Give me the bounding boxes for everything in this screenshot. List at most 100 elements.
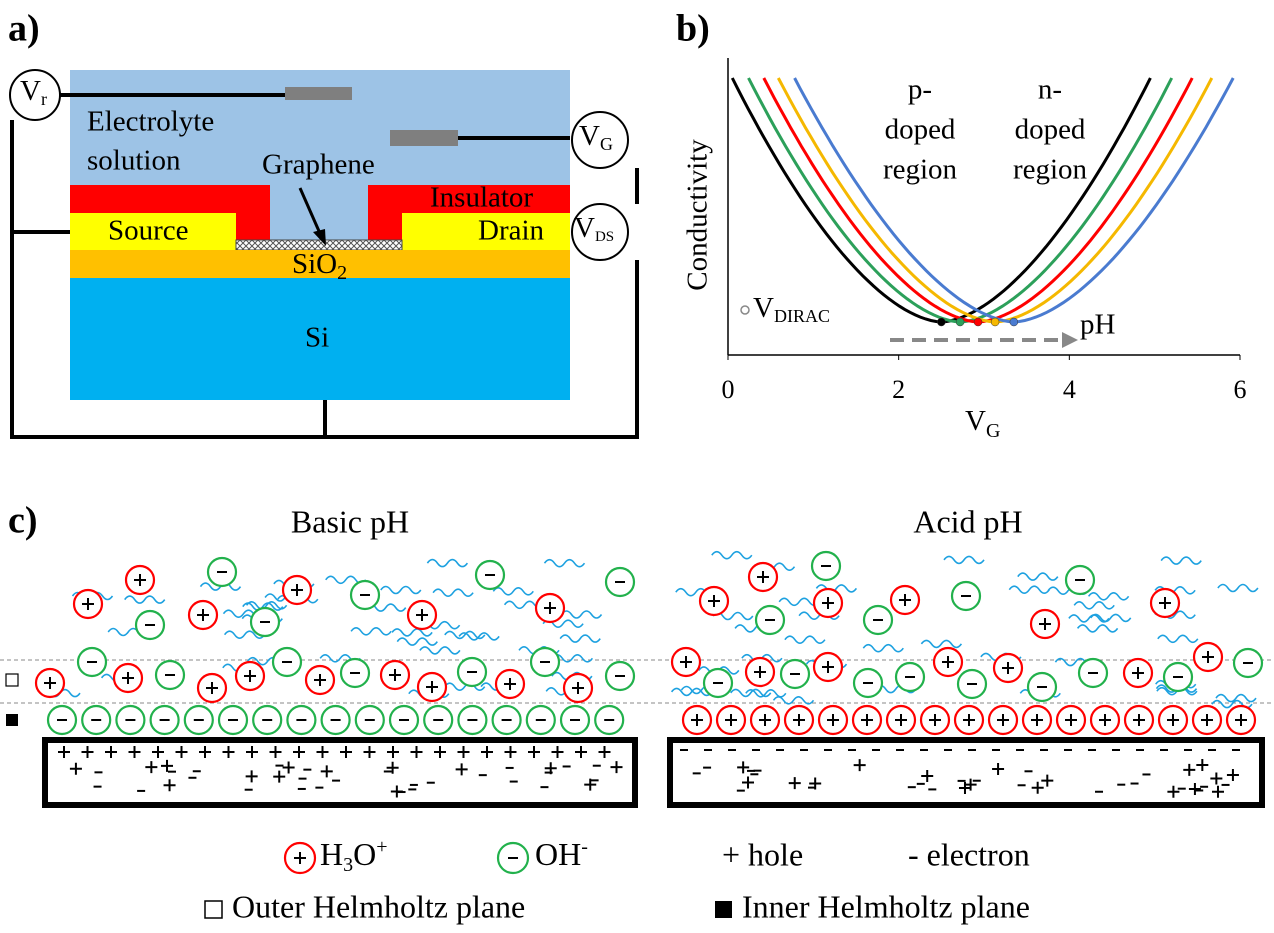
water bbox=[921, 640, 961, 647]
water bbox=[392, 629, 432, 636]
water bbox=[1078, 625, 1118, 632]
label-sub: DIRAC bbox=[774, 306, 830, 326]
label-sup: + bbox=[376, 836, 387, 858]
label: Drain bbox=[478, 215, 545, 247]
dirac-point bbox=[937, 318, 945, 326]
label-sup: - bbox=[581, 836, 588, 858]
annotation: n- bbox=[1038, 74, 1062, 106]
water bbox=[351, 628, 391, 635]
electrode bbox=[285, 87, 352, 100]
water bbox=[944, 556, 984, 563]
curve bbox=[778, 78, 1212, 322]
legend-symbol bbox=[715, 901, 732, 918]
water bbox=[125, 596, 165, 603]
label-sub: G bbox=[600, 134, 613, 154]
outer-plane-symbol bbox=[6, 674, 18, 686]
x-tick-label: 2 bbox=[892, 375, 905, 404]
legend-label: Outer Helmholtz plane bbox=[232, 888, 525, 924]
electrode bbox=[390, 130, 458, 146]
double-layer: Basic pH Acid pH bbox=[0, 503, 1274, 805]
x-tick-label: 0 bbox=[722, 375, 735, 404]
label: Graphene bbox=[262, 149, 375, 181]
water bbox=[1089, 593, 1129, 600]
annotation: region bbox=[883, 154, 958, 186]
legend-label: - electron bbox=[908, 836, 1030, 872]
x-tick-label: 6 bbox=[1234, 375, 1247, 404]
label: Source bbox=[108, 215, 189, 247]
water bbox=[493, 588, 533, 595]
label-part: V bbox=[20, 75, 41, 107]
legend-label: + hole bbox=[722, 836, 803, 872]
inner-plane-symbol bbox=[6, 714, 18, 726]
water bbox=[863, 645, 903, 652]
water bbox=[397, 638, 437, 645]
label-part: V bbox=[579, 120, 600, 152]
curve bbox=[749, 78, 1172, 322]
figure: a) b) c) Electrolyte solution Graphene I… bbox=[0, 0, 1274, 933]
legend-symbol bbox=[205, 901, 222, 918]
insulator bbox=[236, 213, 270, 240]
legend-label: OH- bbox=[535, 836, 588, 873]
annotation: p- bbox=[908, 74, 932, 106]
label-part: O bbox=[353, 836, 376, 872]
dirac-point bbox=[974, 318, 982, 326]
dirac-point bbox=[1010, 318, 1018, 326]
water bbox=[560, 635, 600, 642]
water bbox=[1018, 573, 1058, 580]
annotation: doped bbox=[885, 114, 956, 146]
label: Insulator bbox=[430, 182, 533, 214]
label-sub: 3 bbox=[343, 854, 353, 876]
water bbox=[1009, 586, 1049, 593]
water bbox=[381, 587, 421, 594]
dirac-point bbox=[956, 318, 964, 326]
label: Electrolyte bbox=[87, 106, 214, 138]
page: {"panel_labels": ["a)", "b)", "c)"], "de… bbox=[0, 0, 1274, 933]
annotation: VDIRAC bbox=[753, 292, 830, 326]
annotation: pH bbox=[1080, 309, 1116, 341]
water bbox=[1074, 602, 1114, 609]
label-part: SiO bbox=[292, 248, 337, 280]
legend: H3O+ OH- + hole - electron Outer Helmhol… bbox=[205, 836, 1030, 925]
label-sub: DS bbox=[595, 229, 614, 245]
panel-label: b) bbox=[676, 8, 710, 50]
panel-title: Basic pH bbox=[291, 503, 409, 539]
water bbox=[1158, 635, 1198, 642]
label-sub: G bbox=[986, 420, 1000, 442]
water bbox=[545, 560, 585, 567]
dirac-point bbox=[991, 318, 999, 326]
label-part: V bbox=[965, 405, 986, 437]
legend-label: H3O+ bbox=[320, 836, 388, 876]
label-part: V bbox=[574, 212, 595, 244]
water bbox=[785, 636, 825, 643]
x-axis-label: VG bbox=[965, 405, 1000, 442]
panel-title: Acid pH bbox=[913, 503, 1022, 539]
label-part: OH bbox=[535, 836, 581, 872]
legend-label: Inner Helmholtz plane bbox=[742, 888, 1030, 924]
device: Electrolyte solution Graphene Insulator … bbox=[10, 70, 637, 437]
curve bbox=[764, 78, 1192, 322]
label-part: V bbox=[753, 292, 774, 324]
label-sub: 2 bbox=[337, 262, 347, 284]
water bbox=[433, 589, 473, 596]
y-axis-label: Conductivity bbox=[682, 139, 714, 291]
annotation: region bbox=[1013, 154, 1088, 186]
x-tick-label: 4 bbox=[1063, 375, 1076, 404]
label-sub: r bbox=[41, 89, 47, 109]
insulator bbox=[70, 185, 270, 213]
ph-arrow-head bbox=[1062, 332, 1078, 348]
water bbox=[427, 560, 467, 567]
water bbox=[712, 552, 752, 559]
insulator bbox=[368, 213, 402, 240]
panel-label: a) bbox=[8, 8, 40, 50]
chart: Conductivity VG p- doped region n- doped… bbox=[682, 58, 1247, 442]
water bbox=[1161, 557, 1201, 564]
label: Si bbox=[305, 322, 329, 354]
dirac-symbol bbox=[741, 306, 749, 314]
water bbox=[1218, 585, 1258, 592]
panel-label: c) bbox=[8, 500, 38, 542]
label-part: H bbox=[320, 836, 343, 872]
water bbox=[562, 611, 602, 618]
annotation: doped bbox=[1015, 114, 1086, 146]
water bbox=[420, 647, 460, 654]
label: solution bbox=[87, 145, 181, 177]
